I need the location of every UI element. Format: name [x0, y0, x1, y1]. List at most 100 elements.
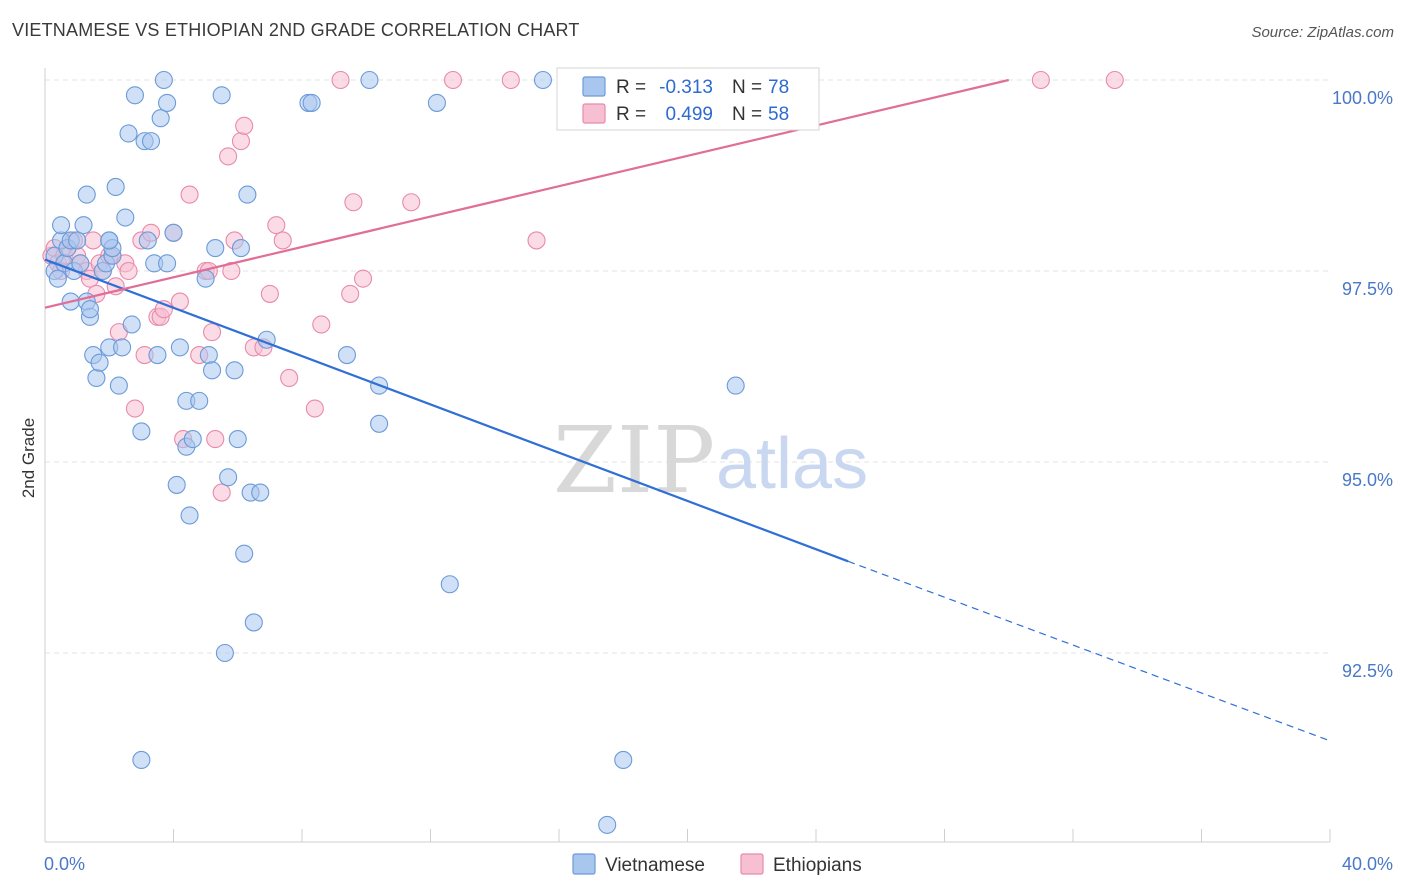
vietnamese-point: [337, 345, 357, 365]
vietnamese-point: [212, 86, 231, 105]
ethiopians-point: [353, 269, 373, 288]
vietnamese-point: [360, 70, 379, 90]
bottom-legend-label-vietnamese: Vietnamese: [605, 855, 705, 876]
vietnamese-trend-line: [44, 258, 849, 563]
vietnamese-point: [533, 70, 552, 90]
legend-r-value-vietnamese: -0.313: [659, 77, 713, 98]
vietnamese-point: [302, 93, 321, 112]
vietnamese-point: [158, 93, 177, 112]
ethiopians-trend-line: [44, 78, 1010, 309]
vietnamese-point: [132, 750, 151, 770]
vietnamese-point: [77, 185, 96, 204]
vietnamese-point: [158, 254, 177, 273]
y-tick-label: 95.0%: [1342, 470, 1393, 490]
ethiopians-point: [344, 193, 363, 212]
legend-n-value-ethiopians: 58: [768, 104, 789, 125]
vietnamese-point: [113, 338, 132, 357]
vietnamese-point: [106, 177, 125, 197]
vietnamese-point: [199, 345, 218, 365]
vietnamese-point: [440, 575, 459, 594]
vietnamese-point: [122, 315, 141, 334]
legend-r-label: R =: [616, 104, 646, 125]
vietnamese-point: [52, 216, 71, 235]
vietnamese-point: [74, 216, 93, 235]
ethiopians-point: [203, 323, 222, 342]
ethiopians-point: [305, 399, 324, 418]
ethiopians-point: [280, 368, 299, 388]
ethiopians-point: [235, 116, 254, 135]
bottom-legend-label-ethiopians: Ethiopians: [773, 855, 862, 876]
ethiopians-point: [402, 193, 421, 212]
ethiopians-point: [331, 70, 350, 90]
vietnamese-point: [167, 475, 186, 494]
ethiopians-point: [84, 231, 103, 250]
vietnamese-point: [190, 391, 209, 410]
vietnamese-point: [238, 185, 257, 204]
vietnamese-point: [125, 86, 144, 105]
vietnamese-point: [251, 483, 270, 502]
vietnamese-point: [206, 239, 225, 258]
ethiopians-point: [222, 261, 241, 281]
vietnamese-point: [80, 300, 100, 319]
vietnamese-point: [141, 132, 161, 151]
vietnamese-point: [215, 643, 234, 663]
data-points: [42, 70, 1124, 834]
vietnamese-point: [203, 361, 222, 380]
ethiopians-point: [527, 231, 546, 250]
legend-n-label: N =: [732, 77, 762, 98]
ethiopians-point: [125, 399, 144, 418]
ethiopians-point: [267, 216, 286, 235]
vietnamese-point: [116, 208, 135, 227]
legend-swatch-vietnamese: [582, 76, 606, 97]
watermark: ZIP atlas: [553, 407, 868, 514]
vietnamese-point: [48, 269, 67, 288]
vietnamese-point: [87, 368, 106, 388]
x-tick-label: 0.0%: [44, 854, 85, 874]
ethiopians-point: [231, 132, 251, 151]
vietnamese-point: [726, 376, 745, 395]
vietnamese-point: [183, 430, 202, 449]
vietnamese-point: [109, 376, 128, 395]
legend-r-value-ethiopians: 0.499: [665, 104, 713, 125]
vietnamese-point: [231, 239, 251, 258]
y-tick-labels: 100.0% 97.5% 95.0% 92.5%: [1332, 88, 1393, 681]
y-tick-label: 100.0%: [1332, 88, 1393, 108]
vietnamese-point: [228, 430, 247, 449]
vietnamese-point: [180, 506, 199, 525]
vietnamese-point: [148, 345, 167, 365]
legend-box: R = -0.313 N = 78 R = 0.499 N = 58: [556, 67, 820, 131]
x-tick-label: 40.0%: [1342, 854, 1393, 874]
vietnamese-point: [164, 223, 183, 242]
ethiopians-point: [1105, 70, 1124, 90]
y-tick-label: 92.5%: [1342, 661, 1393, 681]
legend-n-value-vietnamese: 78: [768, 77, 789, 98]
vietnamese-point: [225, 361, 244, 380]
vietnamese-point: [598, 815, 617, 834]
y-tick-label: 97.5%: [1342, 279, 1393, 299]
y-axis-label: 2nd Grade: [19, 418, 38, 498]
x-tick-labels: 0.0% 40.0%: [44, 854, 1393, 874]
ethiopians-point: [341, 284, 360, 303]
chart-title: VIETNAMESE VS ETHIOPIAN 2ND GRADE CORREL…: [12, 20, 580, 40]
bottom-legend: Vietnamese Ethiopians: [572, 853, 862, 876]
ethiopians-point: [443, 70, 463, 90]
vietnamese-point: [100, 231, 119, 250]
vietnamese-point: [235, 544, 254, 563]
ethiopians-point: [1031, 70, 1050, 90]
ethiopians-point: [206, 430, 225, 449]
vietnamese-point: [196, 269, 215, 288]
legend-swatch-ethiopians: [582, 103, 606, 124]
axes: [44, 68, 1331, 843]
source-label: Source: ZipAtlas.com: [1251, 24, 1394, 41]
legend-r-label: R =: [616, 77, 646, 98]
vietnamese-point: [119, 124, 138, 143]
vietnamese-point: [244, 613, 263, 632]
vietnamese-point: [219, 468, 238, 487]
vietnamese-point: [170, 338, 189, 357]
bottom-legend-swatch-ethiopians: [740, 853, 764, 875]
vietnamese-point: [151, 109, 170, 128]
vietnamese-point: [132, 422, 151, 441]
ethiopians-point: [260, 284, 279, 303]
vietnamese-point: [427, 93, 446, 112]
